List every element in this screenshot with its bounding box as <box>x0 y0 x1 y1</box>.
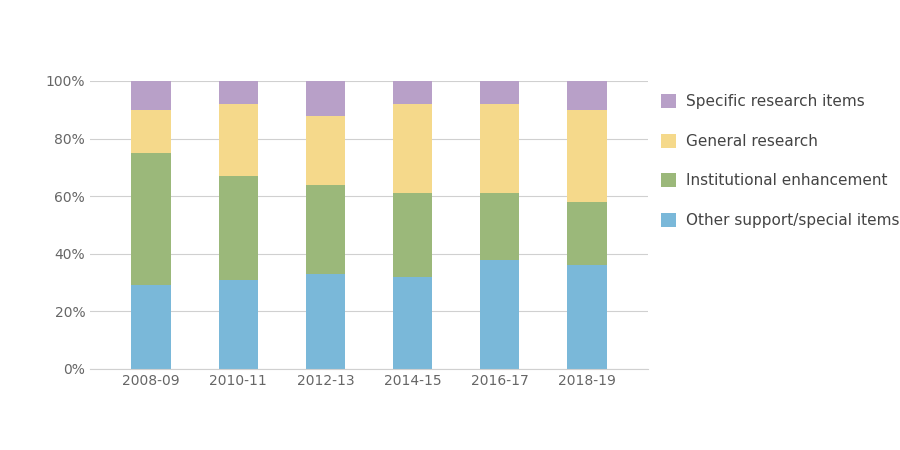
Bar <box>306 116 345 184</box>
Bar <box>567 110 607 202</box>
Bar <box>393 81 432 104</box>
Bar <box>306 184 345 274</box>
Legend: Specific research items, General research, Institutional enhancement, Other supp: Specific research items, General researc… <box>662 94 899 228</box>
Bar <box>393 194 432 277</box>
Bar <box>393 277 432 369</box>
Bar <box>567 202 607 266</box>
Bar <box>481 104 519 194</box>
Bar <box>131 285 171 369</box>
Bar <box>131 110 171 153</box>
Bar <box>131 81 171 110</box>
Bar <box>219 176 257 280</box>
Bar <box>393 104 432 194</box>
Bar <box>306 274 345 369</box>
Bar <box>481 81 519 104</box>
Bar <box>306 81 345 116</box>
Bar <box>567 266 607 369</box>
Bar <box>219 280 257 369</box>
Bar <box>567 81 607 110</box>
Bar <box>131 153 171 285</box>
Bar <box>219 104 257 176</box>
Bar <box>481 260 519 369</box>
Bar <box>481 194 519 260</box>
Bar <box>219 81 257 104</box>
